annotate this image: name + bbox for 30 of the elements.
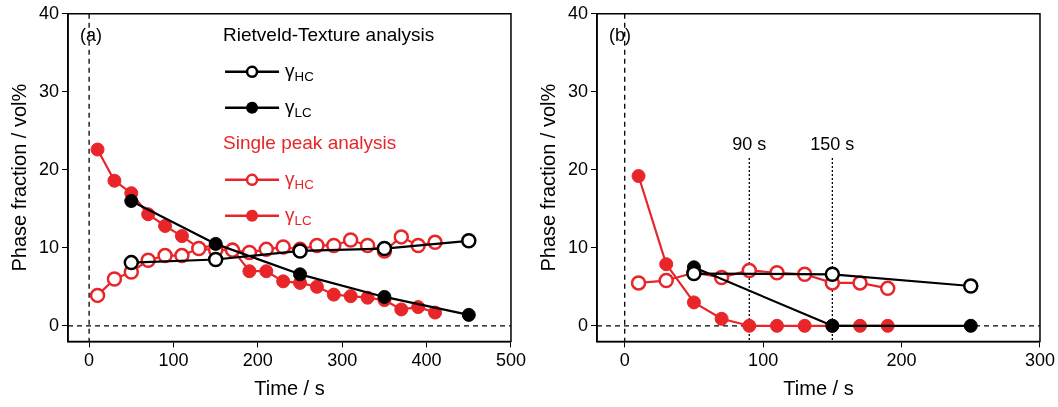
x-tick-label: 0 (619, 350, 630, 371)
x-tick-label: 400 (411, 350, 442, 371)
y-tick-label: 30 (38, 80, 60, 101)
y-tick-label: 0 (578, 314, 589, 335)
ref-line-label: 90 s (732, 133, 767, 154)
y-tick-label: 20 (567, 158, 589, 179)
x-tick-label: 300 (327, 350, 358, 371)
x-tick-label: 0 (84, 350, 95, 371)
annotation: Rietveld-Texture analysis (223, 24, 435, 46)
annotation: (a) (80, 24, 103, 45)
x-tick-label: 500 (495, 350, 527, 371)
x-axis-title: Time / s (783, 376, 854, 399)
y-tick-label: 0 (49, 314, 60, 335)
x-tick-label: 200 (886, 350, 917, 371)
y-tick-label: 10 (567, 236, 589, 257)
x-axis-title: Time / s (254, 376, 325, 399)
annotation: Single peak analysis (223, 132, 397, 154)
ref-line-label: 150 s (810, 133, 855, 154)
x-tick-label: 100 (158, 350, 189, 371)
y-tick-label: 10 (38, 236, 60, 257)
x-tick-label: 100 (748, 350, 779, 371)
y-tick-label: 30 (567, 80, 589, 101)
y-axis-title: Phase fraction / vol% (7, 83, 30, 272)
x-tick-label: 200 (242, 350, 273, 371)
y-tick-label: 40 (567, 2, 589, 23)
y-tick-label: 20 (38, 158, 60, 179)
annotation: (b) (609, 24, 632, 45)
y-axis-title: Phase fraction / vol% (536, 83, 559, 272)
y-tick-label: 40 (38, 2, 60, 23)
x-tick-label: 300 (1024, 350, 1056, 371)
